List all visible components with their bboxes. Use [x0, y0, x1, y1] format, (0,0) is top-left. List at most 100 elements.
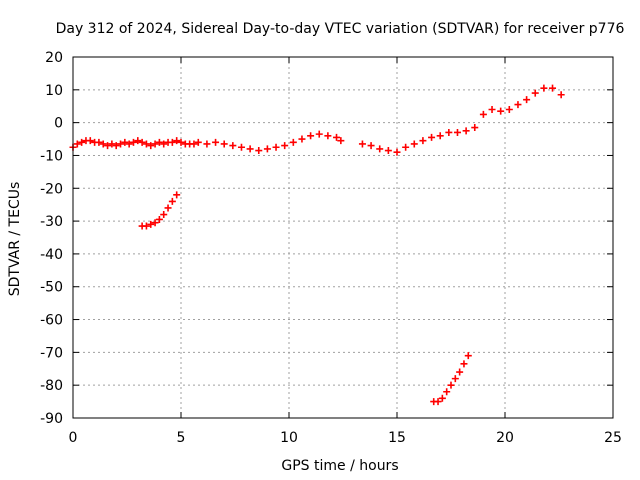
- y-tick-label: -40: [40, 247, 63, 263]
- data-point: [142, 140, 150, 148]
- data-point: [212, 138, 220, 146]
- x-tick-label: 25: [604, 430, 622, 446]
- data-point: [393, 148, 401, 156]
- data-point: [549, 84, 557, 92]
- data-point: [505, 106, 513, 114]
- data-point: [358, 140, 366, 148]
- data-point: [151, 219, 159, 227]
- data-point: [438, 394, 446, 402]
- data-point: [384, 147, 392, 155]
- y-tick-label: -20: [40, 181, 63, 197]
- axis-ticks: 0 5 10 15 20 25 20 10 0 -10 -20 -30 -40 -50 -60 -70 -80 -…: [40, 50, 622, 446]
- data-point: [177, 138, 185, 146]
- x-tick-label: 20: [496, 430, 514, 446]
- data-point: [220, 140, 228, 148]
- data-point: [129, 138, 137, 146]
- data-point: [402, 143, 410, 151]
- y-tick-label: 20: [45, 50, 63, 66]
- data-point: [263, 145, 271, 153]
- series-segment-b: [430, 352, 472, 406]
- y-tick-label: 10: [45, 83, 63, 99]
- y-tick-label: -50: [40, 280, 63, 296]
- y-tick-label: -30: [40, 214, 63, 230]
- data-point: [73, 140, 81, 148]
- data-point: [289, 138, 297, 146]
- data-point: [194, 138, 202, 146]
- data-point: [117, 140, 125, 148]
- data-point: [376, 145, 384, 153]
- y-tick-label: -90: [40, 411, 63, 427]
- data-point: [281, 142, 289, 150]
- data-point: [121, 138, 129, 146]
- plot-frame: [72, 56, 614, 419]
- x-tick-label: 15: [388, 430, 406, 446]
- data-point: [155, 138, 163, 146]
- grid-lines: [73, 57, 613, 418]
- data-point: [479, 110, 487, 118]
- data-point: [104, 142, 112, 150]
- data-point: [434, 398, 442, 406]
- data-point: [514, 101, 522, 109]
- data-point: [108, 140, 116, 148]
- data-point: [99, 140, 107, 148]
- y-tick-label: -70: [40, 345, 63, 361]
- data-point: [460, 360, 468, 368]
- data-point: [497, 107, 505, 115]
- data-point: [333, 133, 341, 141]
- data-point: [173, 137, 181, 145]
- data-point: [471, 124, 479, 132]
- data-point: [164, 204, 172, 212]
- data-point: [531, 89, 539, 97]
- data-point: [324, 132, 332, 140]
- data-point: [337, 137, 345, 145]
- x-tick-label: 0: [69, 430, 78, 446]
- data-point: [86, 137, 94, 145]
- data-point: [315, 130, 323, 138]
- data-point: [307, 132, 315, 140]
- series-main: [69, 84, 565, 156]
- data-point: [453, 128, 461, 136]
- data-point: [112, 142, 120, 150]
- data-point: [125, 140, 133, 148]
- data-point: [451, 375, 459, 383]
- data-point: [138, 138, 146, 146]
- y-tick-label: 0: [54, 116, 63, 132]
- x-tick-label: 5: [177, 430, 186, 446]
- data-point: [78, 138, 86, 146]
- data-point: [436, 132, 444, 140]
- data-point: [367, 142, 375, 150]
- data-point: [488, 106, 496, 114]
- data-point: [190, 140, 198, 148]
- data-point: [272, 143, 280, 151]
- data-point: [95, 138, 103, 146]
- data-point: [246, 145, 254, 153]
- data-point: [147, 220, 155, 228]
- data-point: [173, 191, 181, 199]
- data-point: [298, 135, 306, 143]
- data-point: [255, 147, 263, 155]
- series-segment-a: [138, 191, 181, 230]
- data-point: [168, 138, 176, 146]
- data-point: [443, 388, 451, 396]
- y-tick-label: -60: [40, 313, 63, 329]
- data-point: [168, 197, 176, 205]
- data-points: [69, 84, 565, 406]
- data-point: [160, 140, 168, 148]
- data-point: [462, 127, 470, 135]
- data-point: [237, 143, 245, 151]
- x-tick-label: 10: [280, 430, 298, 446]
- data-point: [142, 222, 150, 230]
- data-point: [134, 137, 142, 145]
- data-point: [229, 142, 237, 150]
- data-point: [147, 142, 155, 150]
- data-point: [160, 211, 168, 219]
- data-point: [151, 140, 159, 148]
- y-tick-label: -80: [40, 378, 63, 394]
- data-point: [464, 352, 472, 360]
- data-point: [445, 128, 453, 136]
- data-point: [419, 137, 427, 145]
- data-point: [447, 381, 455, 389]
- data-point: [203, 140, 211, 148]
- data-point: [557, 91, 565, 99]
